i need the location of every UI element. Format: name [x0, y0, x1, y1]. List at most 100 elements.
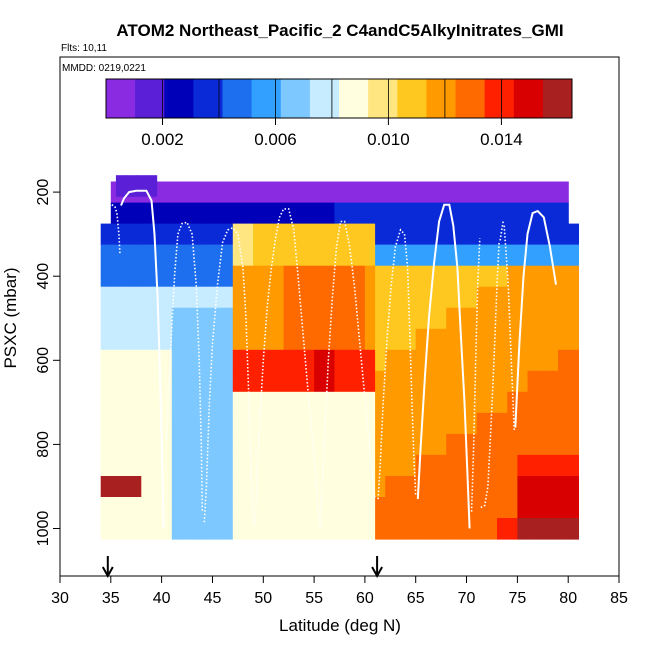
heatmap-cell	[537, 265, 549, 288]
heatmap-cell	[517, 412, 529, 435]
heatmap-cell	[141, 244, 153, 267]
heatmap-cell	[537, 412, 549, 435]
plot-frame	[59, 56, 620, 577]
heatmap-cell	[415, 391, 427, 414]
heatmap-cell	[151, 307, 163, 330]
heatmap-cell	[192, 497, 203, 519]
heatmap-cell	[222, 370, 234, 393]
heatmap-cell	[334, 518, 346, 540]
heatmap-cell	[497, 454, 508, 477]
flight-profile-line	[120, 189, 165, 529]
heatmap-cell	[537, 518, 549, 540]
heatmap-cell	[202, 518, 214, 540]
heatmap-cell	[202, 349, 214, 372]
heatmap-cell	[121, 223, 132, 246]
heatmap-cell	[507, 412, 518, 435]
heatmap-cell	[415, 370, 427, 393]
heatmap-cell	[303, 286, 315, 309]
heatmap-cell	[425, 412, 437, 435]
heatmap-cell	[212, 412, 224, 435]
heatmap-cell	[263, 202, 275, 225]
heatmap-cell	[141, 476, 153, 498]
heatmap-cell	[141, 223, 153, 246]
heatmap-cell	[456, 518, 468, 540]
heatmap-cell	[283, 244, 295, 267]
heatmap-cell	[436, 412, 447, 435]
heatmap-cell	[415, 349, 427, 372]
heatmap-cell	[202, 328, 214, 351]
heatmap-cell	[202, 307, 214, 330]
heatmap-cell	[110, 497, 122, 519]
heatmap-cell	[466, 223, 478, 246]
heatmap-cell	[364, 307, 376, 330]
heatmap-cell	[354, 391, 366, 414]
heatmap-cell	[121, 265, 132, 288]
heatmap-cell	[395, 223, 407, 246]
heatmap-cell	[395, 328, 407, 351]
heatmap-cell	[314, 454, 325, 477]
heatmap-cell	[263, 328, 275, 351]
heatmap-cell	[537, 286, 549, 309]
heatmap-cell	[293, 181, 305, 204]
heatmap-cell	[568, 433, 579, 456]
heatmap-cell	[558, 181, 569, 204]
heatmap-cell	[171, 307, 183, 330]
heatmap-cell	[558, 391, 569, 414]
heatmap-cell	[486, 265, 498, 288]
heatmap-cell	[151, 454, 163, 477]
heatmap-cell	[324, 349, 336, 372]
heatmap-cell	[110, 349, 122, 372]
heatmap-cell	[395, 412, 407, 435]
heatmap-cell	[486, 307, 498, 330]
heatmap-cell	[364, 497, 376, 519]
heatmap-cell	[568, 370, 579, 393]
heatmap-cell	[273, 454, 285, 477]
heatmap-cell	[344, 454, 356, 477]
heatmap-cell	[131, 244, 142, 267]
heatmap-cell	[110, 412, 122, 435]
heatmap-cell	[354, 454, 366, 477]
heatmap-cells	[100, 175, 579, 540]
heatmap-cell	[222, 307, 234, 330]
heatmap-cell	[497, 223, 508, 246]
flight-profile-line	[499, 221, 504, 241]
heatmap-cell	[131, 328, 142, 351]
heatmap-cell	[141, 454, 153, 477]
heatmap-cell	[202, 476, 214, 498]
heatmap-cell	[476, 391, 488, 414]
heatmap-cell	[517, 391, 529, 414]
heatmap-cell	[364, 370, 376, 393]
heatmap-cell	[222, 328, 234, 351]
heatmap-cell	[436, 370, 447, 393]
heatmap-cell	[182, 265, 193, 288]
heatmap-cell	[100, 391, 112, 414]
heatmap-cell	[547, 244, 559, 267]
heatmap-cell	[395, 391, 407, 414]
heatmap-cell	[456, 391, 468, 414]
heatmap-cell	[537, 181, 549, 204]
heatmap-cell	[395, 181, 407, 204]
heatmap-cell	[232, 476, 244, 498]
heatmap-cell	[141, 370, 153, 393]
heatmap-cell	[405, 223, 417, 246]
heatmap-cell	[354, 476, 366, 498]
heatmap-cell	[334, 223, 346, 246]
heatmap-cell	[405, 328, 417, 351]
heatmap-cell	[283, 181, 295, 204]
heatmap-cell	[263, 476, 275, 498]
heatmap-cell	[547, 265, 559, 288]
heatmap-cell	[395, 497, 407, 519]
heatmap-cell	[161, 497, 173, 519]
heatmap-cell	[415, 454, 427, 477]
heatmap-cell	[253, 412, 264, 435]
heatmap-cell	[212, 286, 224, 309]
heatmap-cell	[121, 202, 132, 225]
heatmap-cell	[151, 476, 163, 498]
heatmap-cell	[161, 476, 173, 498]
x-tick-label: 45	[204, 590, 222, 607]
heatmap-cell	[182, 307, 193, 330]
heatmap-cell	[507, 518, 518, 540]
heatmap-cell	[253, 328, 264, 351]
heatmap-cell	[212, 244, 224, 267]
heatmap-cell	[456, 476, 468, 498]
